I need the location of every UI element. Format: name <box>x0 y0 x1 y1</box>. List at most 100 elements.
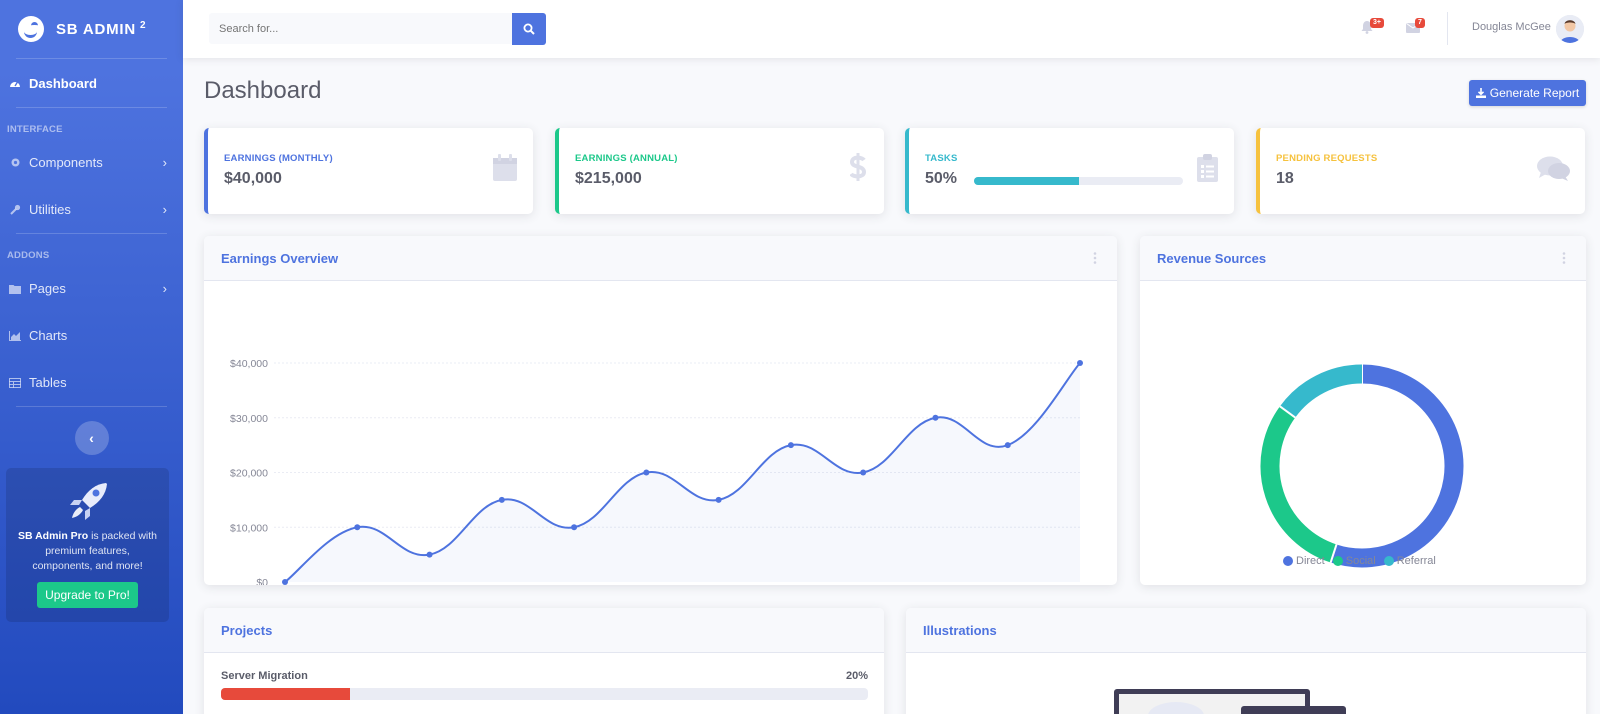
chart-area-icon <box>8 330 22 342</box>
legend-label: Direct <box>1296 555 1325 567</box>
topbar-divider <box>1447 12 1448 45</box>
stat-value: 18 <box>1276 170 1294 187</box>
stat-label: Earnings (Annual) <box>575 153 678 164</box>
messages-badge: 7 <box>1415 18 1425 28</box>
sidebar-item-label: Charts <box>29 328 68 343</box>
project-progress-fill <box>221 688 351 700</box>
data-point <box>426 551 433 558</box>
data-point <box>787 442 794 449</box>
sidebar-heading: INTERFACE <box>7 124 63 135</box>
slice-separator <box>1279 405 1296 419</box>
tachometer-icon <box>8 77 22 89</box>
search-form <box>209 13 546 45</box>
dollar-icon <box>849 152 867 187</box>
data-point <box>932 414 939 421</box>
sidebar-item-components[interactable]: Components › <box>0 139 183 186</box>
card-title: Projects <box>221 622 273 638</box>
comments-icon <box>1537 156 1570 187</box>
stat-label: Earnings (Monthly) <box>224 153 333 164</box>
upgrade-button[interactable]: Upgrade to Pro! <box>37 582 138 608</box>
donut-slice <box>1260 406 1337 563</box>
slice-separator <box>1329 544 1338 563</box>
y-tick-label: $0 <box>256 577 268 585</box>
legend-item: Social <box>1332 555 1376 567</box>
topbar: 3+ 7 Douglas McGee <box>183 0 1600 58</box>
brand-name: SB ADMIN 2 <box>56 20 147 38</box>
sidebar-divider <box>16 233 167 234</box>
sidebar-item-label: Components <box>29 155 103 170</box>
tasks-progress-fill <box>974 177 1079 185</box>
card-header: Revenue Sources <box>1140 236 1586 281</box>
sidebar-item-dashboard[interactable]: Dashboard <box>0 59 183 107</box>
illustrations-card: Illustrations <box>906 608 1586 714</box>
revenue-sources-card: Revenue Sources <box>1140 236 1586 585</box>
y-tick-label: $40,000 <box>230 358 268 370</box>
sidebar-divider <box>16 107 167 108</box>
revenue-legend: Direct Social Referral <box>1283 555 1436 567</box>
earnings-line-chart: $0$10,000$20,000$30,000$40,000JanMarMayJ… <box>230 358 1083 585</box>
user-name[interactable]: Douglas McGee <box>1472 21 1551 33</box>
messages-dropdown[interactable]: 7 <box>1406 18 1425 36</box>
sidebar-toggle-button[interactable]: ‹ <box>74 421 109 455</box>
legend-dot <box>1332 556 1343 566</box>
stat-value: $40,000 <box>224 170 282 187</box>
alerts-dropdown[interactable]: 3+ <box>1361 18 1384 36</box>
donut-slice <box>1330 364 1464 568</box>
project-progress-bar <box>221 688 868 700</box>
card-header: Illustrations <box>906 608 1586 653</box>
generate-report-button[interactable]: Generate Report <box>1469 80 1586 106</box>
clipboard-list-icon <box>1197 154 1218 187</box>
stat-card-tasks: Tasks 50% <box>905 128 1234 214</box>
y-tick-label: $10,000 <box>230 522 268 534</box>
project-percent: 20% <box>845 670 868 682</box>
data-point <box>860 469 867 476</box>
chevron-right-icon: › <box>162 281 167 296</box>
tasks-progress-bar <box>974 177 1183 185</box>
ellipsis-vertical-icon[interactable] <box>1562 252 1566 264</box>
angle-left-icon: ‹ <box>89 430 94 446</box>
sidebar-heading: ADDONS <box>7 250 50 261</box>
projects-card: Projects Server Migration 20% <box>204 608 884 714</box>
ellipsis-vertical-icon[interactable] <box>1093 252 1097 264</box>
wrench-icon <box>8 204 22 216</box>
sidebar: SB ADMIN 2 Dashboard INTERFACE Components… <box>0 0 183 714</box>
data-point <box>643 469 650 476</box>
laugh-wink-icon <box>18 16 44 42</box>
y-tick-label: $30,000 <box>230 413 268 425</box>
data-point <box>282 579 288 585</box>
table-icon <box>8 377 22 389</box>
series-area <box>285 363 1080 582</box>
sidebar-item-pages[interactable]: Pages › <box>0 265 183 312</box>
card-header: Projects <box>204 608 884 653</box>
search-button[interactable] <box>512 13 546 45</box>
chevron-right-icon: › <box>162 202 167 217</box>
generate-report-label: Generate Report <box>1489 86 1580 100</box>
data-point <box>1004 442 1011 449</box>
folder-icon <box>8 283 22 295</box>
sidebar-divider <box>16 406 167 407</box>
data-point <box>498 496 505 503</box>
alerts-badge: 3+ <box>1370 18 1384 28</box>
revenue-donut-chart <box>1260 364 1464 568</box>
cog-icon <box>8 157 22 169</box>
chevron-right-icon: › <box>162 155 167 170</box>
data-point <box>1077 360 1083 366</box>
sidebar-item-tables[interactable]: Tables <box>0 359 183 406</box>
data-point <box>354 524 361 531</box>
legend-label: Social <box>1345 555 1376 567</box>
sidebar-item-label: Pages <box>29 281 66 296</box>
promo-card: SB Admin Pro is packed with premium feat… <box>6 468 169 622</box>
sidebar-item-charts[interactable]: Charts <box>0 312 183 359</box>
brand[interactable]: SB ADMIN 2 <box>0 0 183 58</box>
stat-label: Tasks <box>925 153 958 164</box>
calendar-icon <box>493 154 517 186</box>
stat-card-earnings-monthly: Earnings (Monthly) $40,000 <box>204 128 533 214</box>
bell-icon <box>1361 21 1373 34</box>
avatar[interactable] <box>1556 15 1584 43</box>
legend-dot <box>1283 556 1293 566</box>
page-title: Dashboard <box>204 77 322 104</box>
search-input[interactable] <box>209 13 512 44</box>
legend-dot <box>1383 556 1394 566</box>
sidebar-item-utilities[interactable]: Utilities › <box>0 186 183 233</box>
card-title: Earnings Overview <box>221 250 339 266</box>
